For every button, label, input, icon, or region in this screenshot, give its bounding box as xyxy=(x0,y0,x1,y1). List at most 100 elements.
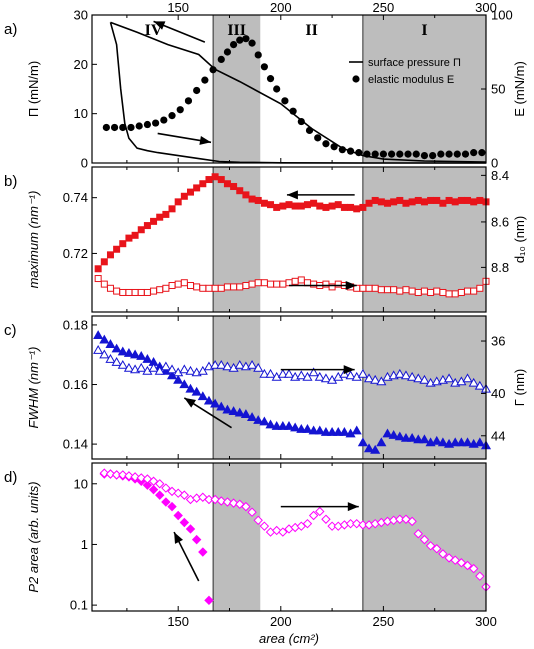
y-tick-label: 0.14 xyxy=(63,437,88,452)
fwhm-open-point xyxy=(357,368,368,378)
modulus-point xyxy=(396,150,404,158)
maximum-filled-point xyxy=(150,217,158,225)
panel-frame xyxy=(91,462,487,612)
modulus-point xyxy=(217,55,225,64)
right-y-tick-label: 50 xyxy=(491,82,505,97)
maximum-filled-point xyxy=(396,196,404,204)
p2-open-point xyxy=(321,514,331,524)
maximum-open-point xyxy=(476,284,484,292)
maximum-filled-point xyxy=(106,251,114,259)
right-y-tick-label: 44 xyxy=(491,428,505,443)
maximum-filled-point xyxy=(211,173,219,181)
maximum-open-point xyxy=(445,290,453,298)
fwhm-open-point xyxy=(474,380,485,390)
maximum-filled-point xyxy=(445,196,453,204)
maximum-open-point xyxy=(384,286,391,294)
region-label: II xyxy=(305,22,317,39)
fwhm-filled-point xyxy=(320,426,331,436)
maximum-filled-point xyxy=(143,222,151,230)
fwhm-filled-point xyxy=(210,398,221,408)
modulus-point xyxy=(254,51,262,59)
maximum-open-point xyxy=(470,287,478,295)
fwhm-filled-point xyxy=(462,437,473,447)
maximum-open-point xyxy=(377,286,385,294)
p2-open-point xyxy=(327,521,337,531)
p2-open-point xyxy=(136,473,146,483)
maximum-open-point xyxy=(457,288,465,296)
right-y-axis-label: Γ (nm) xyxy=(512,369,527,407)
p2-open-point xyxy=(216,496,226,506)
legend-label: surface pressure Π xyxy=(368,57,461,69)
maximum-filled-point xyxy=(156,213,164,221)
fwhm-filled-point xyxy=(394,431,405,441)
axes-layer xyxy=(91,14,487,612)
fwhm-filled-point xyxy=(253,415,264,424)
fwhm-filled-point xyxy=(240,409,251,418)
modulus-point xyxy=(168,112,176,120)
fwhm-open-point xyxy=(117,359,128,369)
fwhm-open-point xyxy=(197,365,208,375)
maximum-filled-point xyxy=(310,199,318,207)
x-tick-label: 250 xyxy=(373,614,395,629)
fwhm-filled-point xyxy=(351,425,362,435)
p2-open-point xyxy=(352,518,362,529)
fwhm-open-point xyxy=(462,373,473,383)
fwhm-open-point xyxy=(234,359,245,369)
maximum-open-point xyxy=(119,288,127,296)
fwhm-open-point xyxy=(376,376,387,386)
y-tick-label: 30 xyxy=(74,8,88,23)
fwhm-open-point xyxy=(148,362,159,372)
fwhm-open-point xyxy=(105,353,116,363)
p2-open-point xyxy=(345,518,356,529)
p2-filled-point xyxy=(204,595,214,606)
annotation-arrow-head xyxy=(286,190,298,200)
p2-open-point xyxy=(315,506,325,517)
modulus-point xyxy=(236,36,244,44)
fwhm-filled-point xyxy=(173,374,184,384)
fwhm-filled-point xyxy=(283,421,295,430)
maximum-open-point xyxy=(242,282,250,290)
right-y-tick-label: 0 xyxy=(491,156,498,171)
fwhm-open-point xyxy=(166,364,178,374)
modulus-point xyxy=(429,152,437,160)
maximum-filled-point xyxy=(131,231,139,239)
fwhm-filled-point xyxy=(357,437,368,447)
p2-open-point xyxy=(395,514,405,524)
fwhm-filled-point xyxy=(431,435,442,445)
modulus-point xyxy=(363,150,371,158)
p2-open-point xyxy=(407,516,417,527)
fwhm-open-point xyxy=(296,370,307,380)
fwhm-open-point xyxy=(400,370,412,380)
legend-label: elastic modulus E xyxy=(368,74,454,86)
p2-open-point xyxy=(130,472,140,482)
maximum-open-point xyxy=(464,287,472,295)
fwhm-open-point xyxy=(210,359,221,369)
p2-open-point xyxy=(124,471,134,481)
fwhm-open-point xyxy=(93,345,104,354)
maximum-filled-point xyxy=(217,176,225,184)
y-tick-label: 1 xyxy=(81,537,88,552)
maximum-filled-point xyxy=(476,196,484,204)
maximum-filled-point xyxy=(168,205,176,213)
maximum-filled-point xyxy=(125,234,133,242)
maximum-open-point xyxy=(439,288,447,296)
x-tick-label: 200 xyxy=(270,614,292,629)
modulus-point xyxy=(102,123,110,132)
maximum-open-point xyxy=(279,280,287,288)
maximum-filled-point xyxy=(94,265,102,273)
p2-open-point xyxy=(462,560,473,571)
right-y-tick-label: 8.8 xyxy=(491,260,509,275)
maximum-filled-point xyxy=(451,198,459,206)
p2-open-point xyxy=(161,483,171,493)
maximum-open-point xyxy=(168,282,176,290)
modulus-point xyxy=(404,150,412,158)
fwhm-filled-point xyxy=(413,434,424,444)
modulus-point xyxy=(330,143,338,151)
maximum-filled-point xyxy=(199,180,207,188)
modulus-point xyxy=(193,86,201,95)
maximum-open-point xyxy=(162,284,170,292)
maximum-filled-point xyxy=(359,203,367,211)
maximum-filled-point xyxy=(174,198,182,206)
p2-filled-point xyxy=(173,510,183,521)
